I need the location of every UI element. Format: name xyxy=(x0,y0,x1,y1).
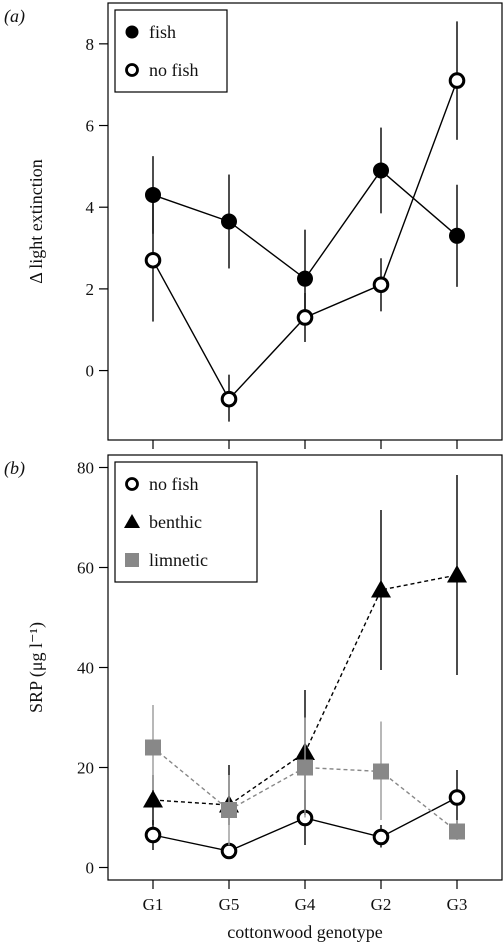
y-axis-label: SRP (μg l⁻¹) xyxy=(26,622,47,713)
data-point xyxy=(296,309,314,326)
legend-marker xyxy=(125,553,139,567)
data-point xyxy=(145,739,161,756)
data-point xyxy=(449,823,465,840)
data-point xyxy=(372,828,390,846)
data-point xyxy=(221,213,237,230)
data-point xyxy=(144,251,162,269)
data-point xyxy=(220,842,238,860)
data-point xyxy=(297,759,313,776)
y-tick-label: 0 xyxy=(86,859,95,878)
y-tick-label: 2 xyxy=(86,280,95,299)
legend: no fish benthic limnetic xyxy=(114,461,258,583)
x-tick-label: G2 xyxy=(371,895,392,914)
y-tick-label: 20 xyxy=(77,759,94,778)
x-tick-label: G1 xyxy=(143,895,164,914)
y-tick-label: 40 xyxy=(77,659,94,678)
legend: fish no fish xyxy=(114,9,228,93)
legend-label: limnetic xyxy=(149,550,208,570)
data-point xyxy=(297,270,313,287)
data-point xyxy=(449,227,465,244)
y-axis-label: Δ light extinction xyxy=(26,159,46,284)
x-tick-label: G5 xyxy=(219,895,240,914)
data-point xyxy=(371,580,391,598)
data-point xyxy=(447,565,467,583)
y-tick-label: 8 xyxy=(86,35,95,54)
data-point xyxy=(448,789,466,806)
y-tick-label: 80 xyxy=(77,459,94,478)
y-tick-label: 4 xyxy=(86,198,95,217)
data-point xyxy=(143,790,163,808)
y-tick-label: 6 xyxy=(86,117,95,136)
chart-panel-2: (b) 0 20 40 60 80 SRP (μg l⁻¹) G1 G5 G4 G2 G3 cotton… xyxy=(4,454,503,942)
legend-label: fish xyxy=(149,22,176,42)
data-point xyxy=(220,390,238,408)
x-axis-label: cottonwood genotype xyxy=(227,922,382,942)
data-point xyxy=(372,276,390,294)
data-point xyxy=(373,763,389,780)
series-limnetic xyxy=(145,705,465,845)
y-tick-label: 0 xyxy=(86,362,95,381)
y-tick-label: 60 xyxy=(77,559,94,578)
chart-panel-1: (a) 0 2 4 6 8 Δ light extinction fish no fish xyxy=(4,2,503,449)
legend-box xyxy=(114,9,228,93)
legend-marker xyxy=(125,477,139,491)
data-point xyxy=(373,162,389,179)
legend-label: no fish xyxy=(149,474,199,494)
legend-label: benthic xyxy=(149,512,202,532)
legend-label: no fish xyxy=(149,60,199,80)
legend-marker xyxy=(125,25,139,39)
panel-label: (a) xyxy=(4,6,25,27)
panel-label: (b) xyxy=(4,458,25,479)
data-point xyxy=(448,72,466,89)
data-point xyxy=(144,826,162,844)
legend-marker xyxy=(125,63,139,77)
x-tick-label: G4 xyxy=(295,895,316,914)
data-point xyxy=(221,802,237,818)
legend-marker xyxy=(124,514,140,528)
series-no-fish xyxy=(144,21,466,422)
x-tick-label: G3 xyxy=(447,895,468,914)
